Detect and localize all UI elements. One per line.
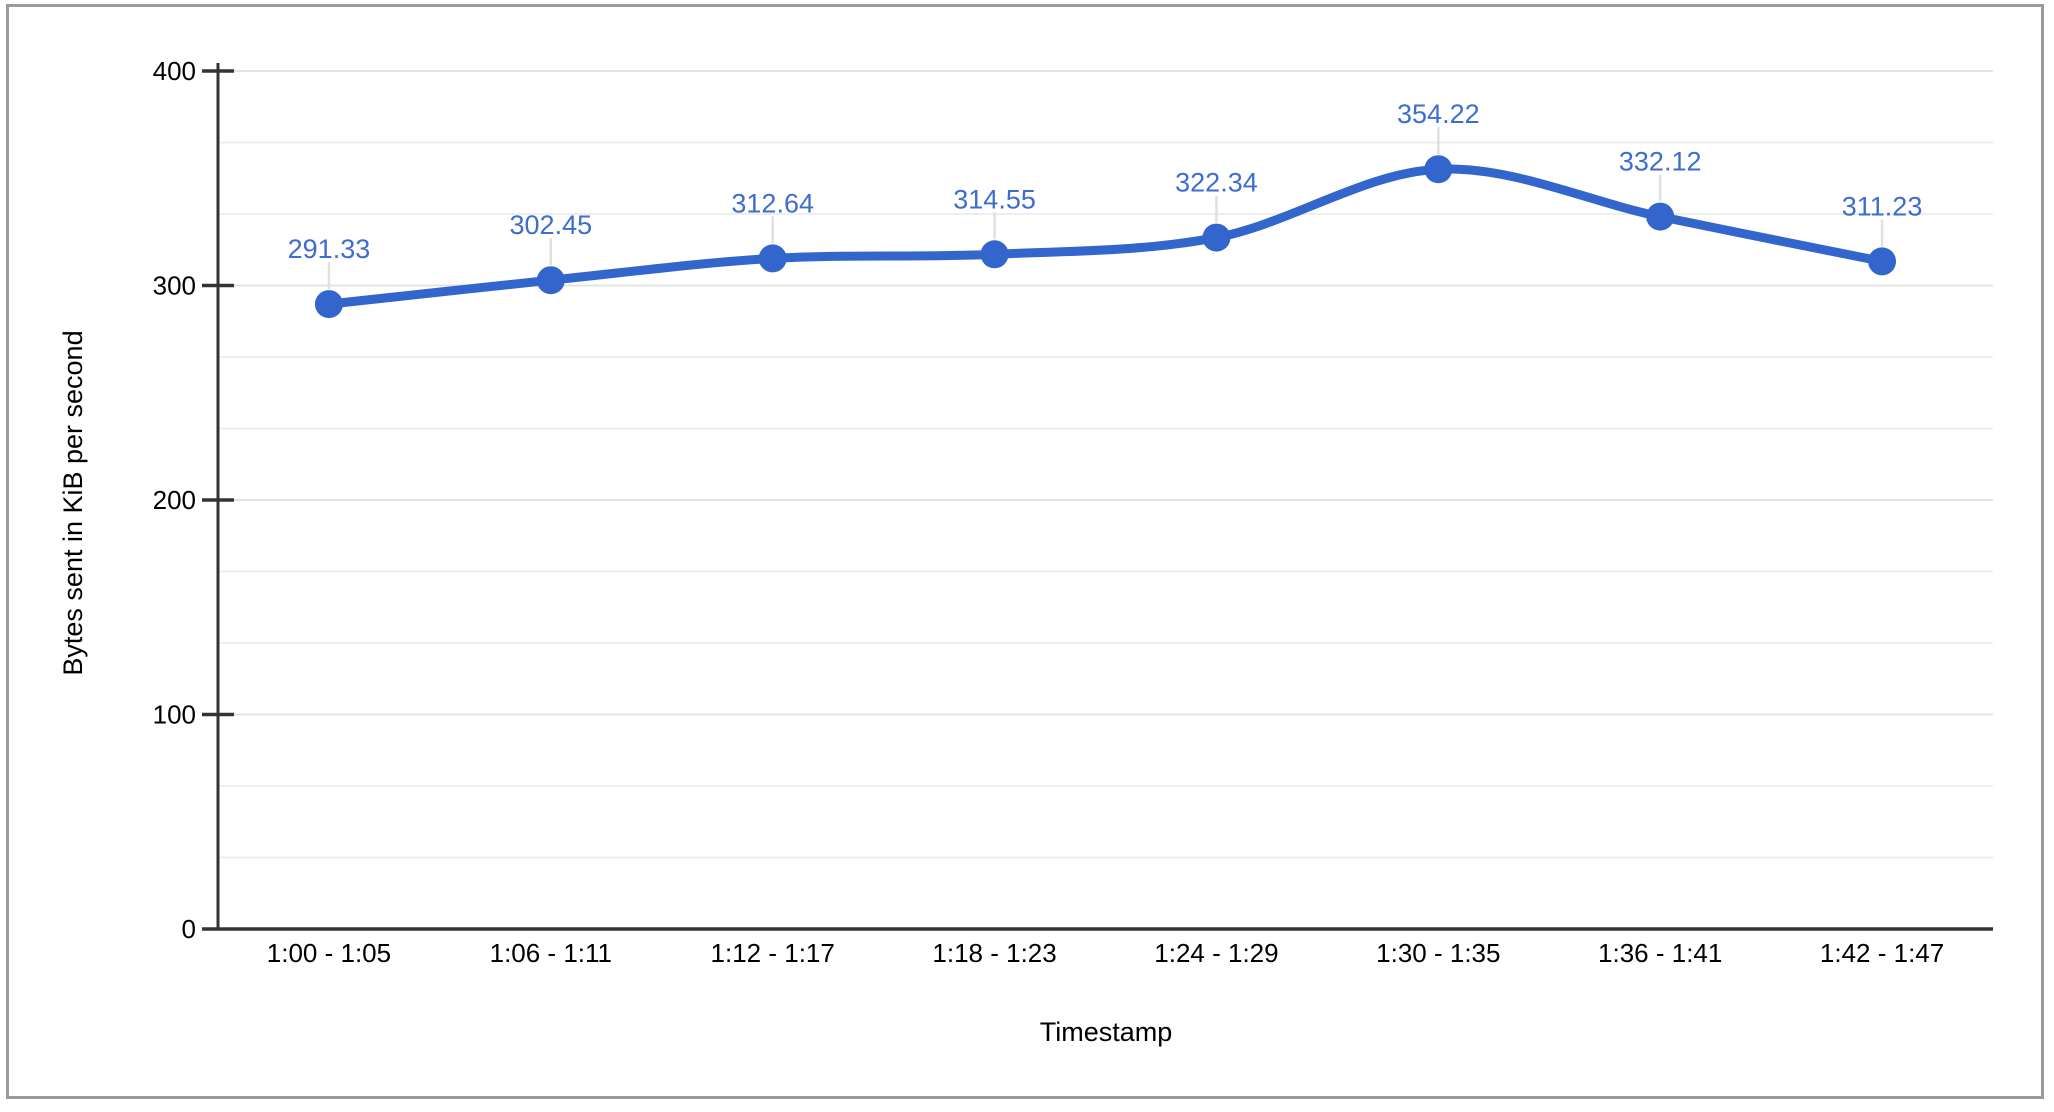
x-tick-label: 1:00 - 1:05	[267, 938, 391, 968]
data-point-label: 302.45	[510, 210, 593, 240]
series-layer: 291.33 302.45 312.64 314.55 322.34 354.22 332.…	[288, 99, 1923, 319]
data-point-marker	[314, 290, 343, 319]
y-tick-label: 0	[182, 914, 196, 944]
data-point-label: 354.22	[1397, 99, 1480, 129]
chart-frame-border	[6, 4, 2044, 1099]
data-point-label: 291.33	[288, 234, 371, 264]
x-tick-label: 1:30 - 1:35	[1376, 938, 1500, 968]
y-tick-label: 300	[153, 271, 196, 301]
data-point-marker	[980, 240, 1009, 269]
data-point-marker	[1424, 155, 1453, 184]
data-point-label: 312.64	[731, 188, 814, 218]
data-point-marker	[1202, 223, 1231, 252]
y-tick-label: 400	[153, 56, 196, 86]
data-point-label: 311.23	[1842, 191, 1923, 221]
y-tick-label: 100	[153, 700, 196, 730]
data-point-label: 332.12	[1619, 147, 1702, 177]
x-tick-label: 1:06 - 1:11	[490, 938, 612, 968]
data-point-label: 314.55	[953, 184, 1036, 214]
y-axis-title: Bytes sent in KiB per second	[58, 330, 88, 675]
x-axis-title: Timestamp	[1040, 1017, 1173, 1047]
data-point-marker	[1646, 202, 1675, 231]
y-tick-label: 200	[153, 485, 196, 515]
data-point-marker	[1868, 247, 1897, 276]
data-point-label: 322.34	[1175, 168, 1258, 198]
axes-layer: 0 100 200 300 400 1:00 - 1:05 1:06 - 1:11 1:12 …	[153, 56, 1993, 968]
gridlines-layer	[218, 70, 1993, 859]
data-point-marker	[758, 244, 787, 273]
data-point-marker	[536, 266, 565, 295]
x-tick-label: 1:12 - 1:17	[711, 938, 835, 968]
x-tick-label: 1:36 - 1:41	[1598, 938, 1722, 968]
x-tick-label: 1:24 - 1:29	[1154, 938, 1278, 968]
x-tick-label: 1:42 - 1:47	[1820, 938, 1944, 968]
x-tick-label: 1:18 - 1:23	[932, 938, 1056, 968]
series-line	[324, 164, 1887, 309]
